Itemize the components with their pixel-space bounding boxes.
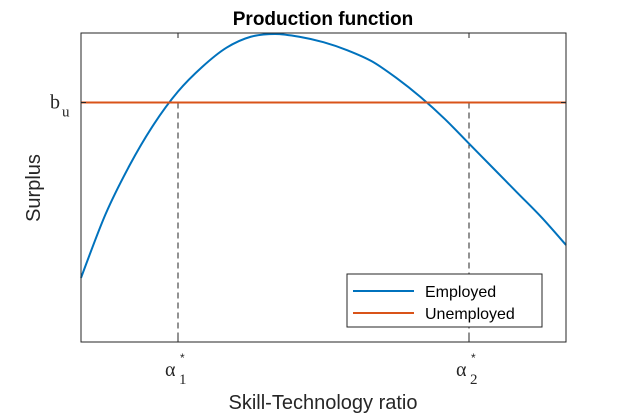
y-axis-label: Surplus [23,154,45,222]
x-tick-label-main: α [165,359,176,381]
x-tick-label-sup: * [471,351,476,365]
x-tick-label-sub: 1 [179,372,187,388]
x-tick-label-sub: 2 [470,372,478,388]
y-tick-label-main: b [50,92,60,114]
legend-box [346,273,543,328]
x-tick-labels: α*1 α*2 [165,351,478,388]
series-lines [80,32,567,279]
x-tick-label-2: α * 2 [456,351,478,388]
y-tick-label-sub: u [62,105,70,121]
x-tick-label-sup: * [180,351,185,365]
axes-box [80,32,567,343]
legend-label-employed: Employed [425,284,496,301]
legend: Employed Unemployed [346,273,543,328]
series-line-employed [80,32,567,279]
plot-area [80,32,567,343]
x-tick-label-main: α [456,359,467,381]
tick-marks [81,33,566,342]
chart-title: Production function [233,9,413,30]
legend-label-unemployed: Unemployed [425,306,515,323]
x-axis-label: Skill-Technology ratio [229,392,418,414]
x-tick-label-1: α * 1 [165,351,187,388]
